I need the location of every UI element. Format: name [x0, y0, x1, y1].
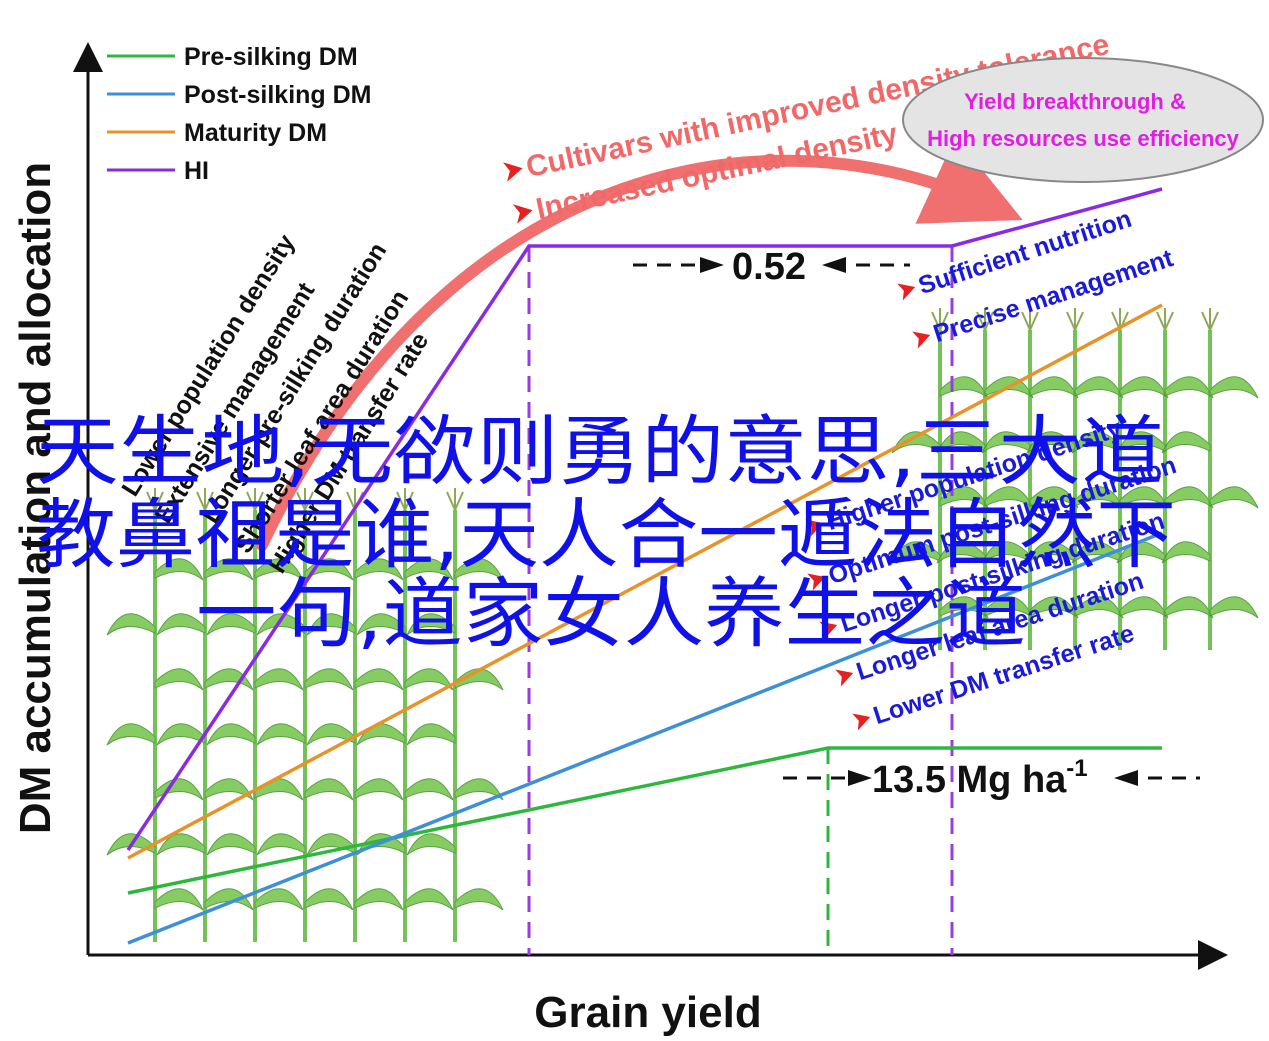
- red-bullet-icon: [512, 204, 533, 224]
- maize-plant: [1026, 308, 1124, 650]
- legend-label-post-silking-dm: Post-silking DM: [184, 81, 372, 109]
- red-bullet-icon: [835, 669, 854, 687]
- vertical-guides: [527, 246, 954, 955]
- red-bullet-icon: [805, 519, 824, 537]
- maize-plant: [206, 488, 304, 942]
- axes: [73, 42, 1228, 970]
- series-line-maturity-dm: [127, 303, 1163, 860]
- red-bullet-icon: [502, 162, 523, 182]
- red-bullet-icon: [807, 573, 826, 591]
- curved-arrow: [256, 136, 1023, 551]
- red-bullet-icon: [912, 331, 931, 349]
- overlay-caption: 天生地,无欲则勇的意思,三大道 教鼻祖是谁,天人合一遁法自然下 一句,道家女人养…: [36, 407, 1176, 658]
- overlay-line-3: 一句,道家女人养生之道: [196, 569, 1026, 658]
- hi-plateau-annotation: 0.52: [633, 246, 910, 288]
- pre-silking-plateau-label: 13.5 Mg ha-1: [872, 755, 1088, 801]
- hi-plateau-label: 0.52: [732, 246, 806, 288]
- plateau-unit-superscript: -1: [1066, 755, 1087, 782]
- y-axis-title: DM accumulation and allocation: [11, 162, 60, 834]
- ellipse-line-1: Yield breakthrough &: [964, 89, 1186, 114]
- ellipse-shape: [902, 57, 1264, 183]
- red-bullet-icon: [852, 713, 871, 731]
- pre-silking-plateau-annotation: 13.5 Mg ha-1: [783, 755, 1200, 801]
- plateau-value: 13.5 Mg ha: [872, 759, 1067, 801]
- arrowhead-right-icon: [848, 770, 872, 786]
- series-line-pre-silking-dm: [127, 746, 1162, 895]
- maize-plant: [981, 308, 1079, 650]
- legend: Pre-silking DM Post-silking DM Maturity …: [107, 43, 372, 185]
- series-line-post-silking-dm: [127, 531, 1163, 945]
- maize-plants-left: [106, 488, 504, 942]
- red-bullet-icon: [819, 621, 838, 639]
- legend-label-maturity-dm: Maturity DM: [184, 119, 327, 147]
- legend-label-pre-silking-dm: Pre-silking DM: [184, 43, 358, 71]
- maize-plants-right: [891, 308, 1259, 650]
- red-bullet-icon: [897, 283, 916, 301]
- series-line-hi: [126, 187, 1163, 851]
- series-lines: [126, 187, 1163, 945]
- yield-breakthrough-ellipse: Yield breakthrough & High resources use …: [902, 57, 1264, 183]
- maize-plant: [1071, 308, 1169, 650]
- legend-label-hi: HI: [184, 157, 209, 185]
- ellipse-line-2: High resources use efficiency: [927, 126, 1240, 151]
- maize-plant: [1161, 308, 1259, 650]
- maize-plant: [106, 488, 204, 942]
- overlay-line-2: 教鼻祖是谁,天人合一遁法自然下: [36, 490, 1176, 579]
- x-axis-title: Grain yield: [534, 988, 761, 1037]
- overlay-line-1: 天生地,无欲则勇的意思,三大道: [36, 407, 1164, 496]
- maize-plant: [406, 488, 504, 942]
- arrowhead-right-icon: [700, 257, 724, 273]
